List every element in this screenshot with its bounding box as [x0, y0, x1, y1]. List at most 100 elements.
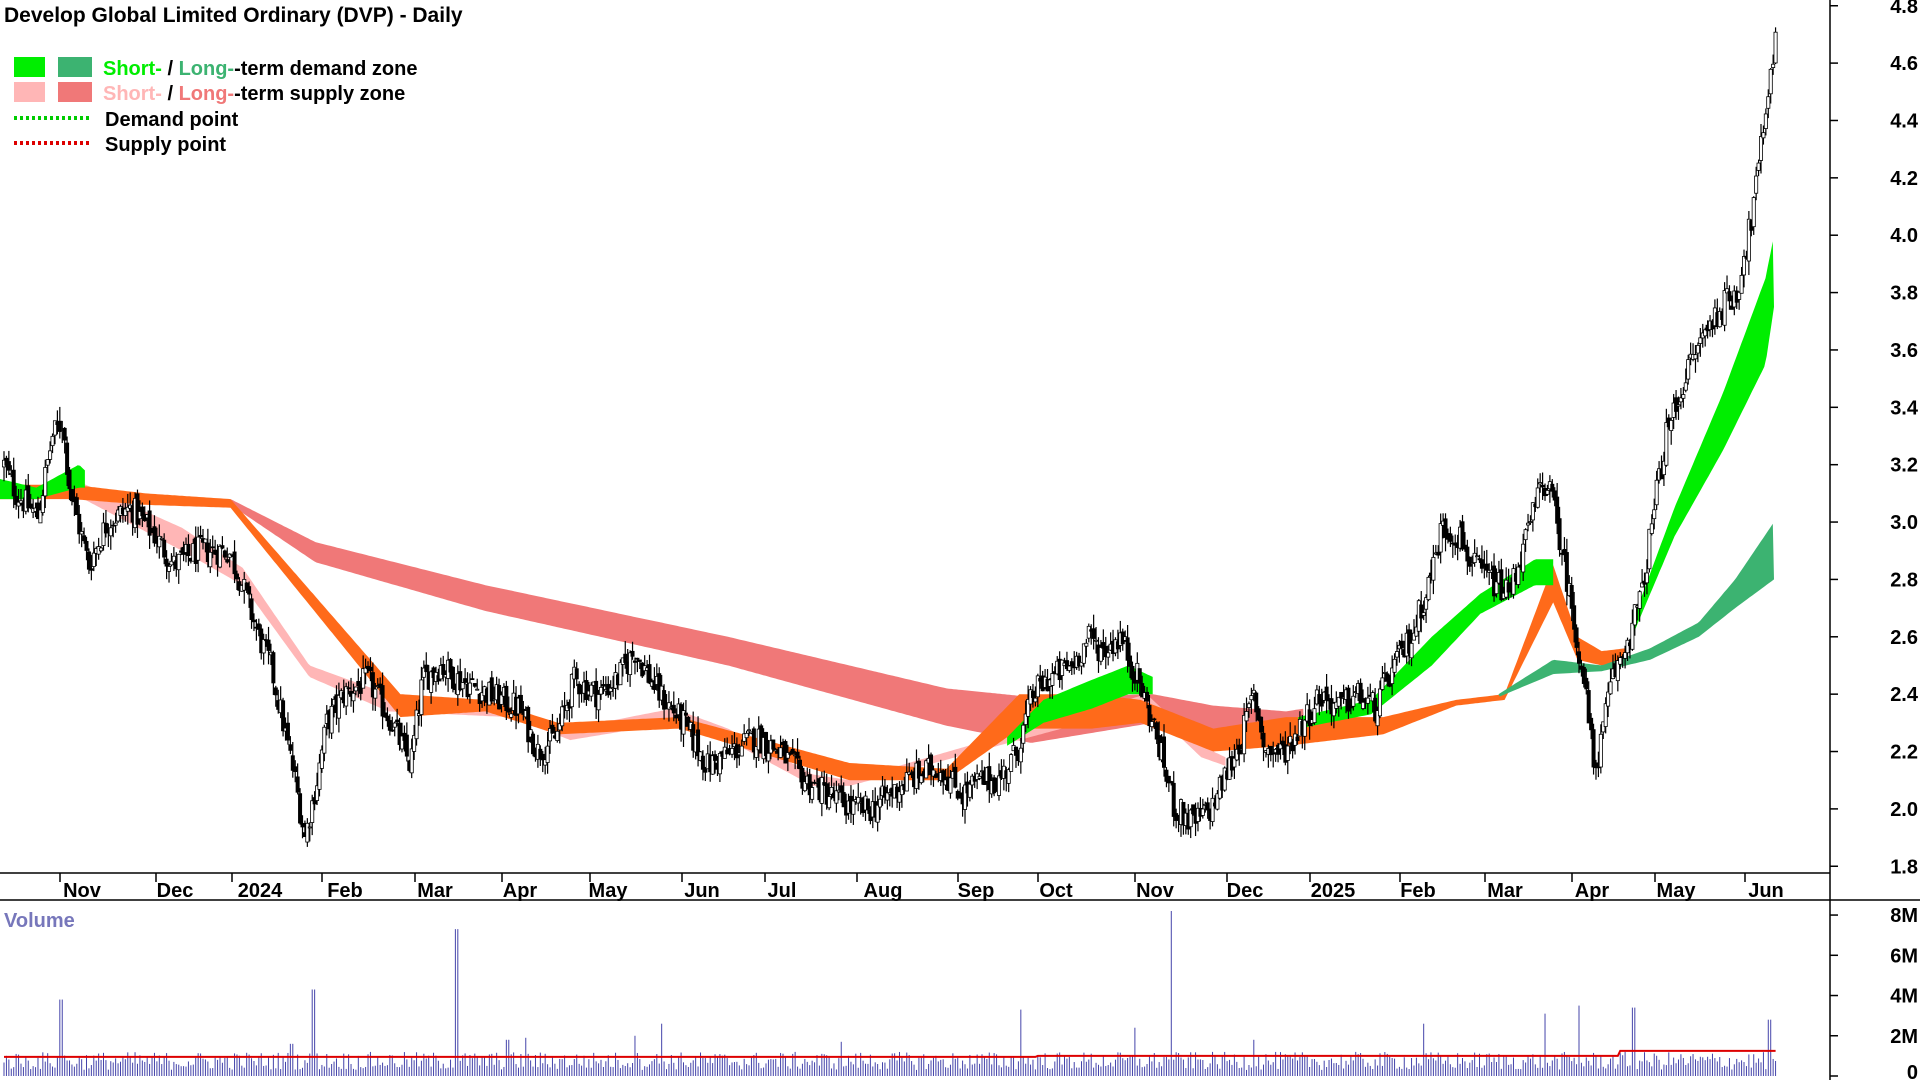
- candle-body: [574, 668, 579, 680]
- candle-body: [506, 708, 511, 713]
- candle-body: [1426, 576, 1431, 601]
- candle-body: [251, 619, 256, 623]
- candle-body: [557, 723, 562, 731]
- x-tick-label: Apr: [503, 880, 538, 902]
- x-tick-label: Dec: [1227, 880, 1264, 902]
- candle-body: [1023, 713, 1028, 725]
- legend-demand-short: Short-: [103, 58, 162, 80]
- candle-body: [1319, 698, 1324, 707]
- candle-body: [623, 653, 628, 663]
- candle-body: [1030, 690, 1035, 698]
- candle-body: [1234, 748, 1239, 761]
- candle-body: [1361, 701, 1366, 709]
- candle-body: [628, 652, 633, 676]
- candle-body: [1574, 627, 1579, 648]
- volume-label: Volume: [4, 910, 75, 932]
- candle-body: [897, 791, 902, 803]
- candle-body: [101, 522, 106, 546]
- candle-body: [1018, 747, 1023, 763]
- candle-body: [489, 677, 494, 702]
- candle-body: [346, 687, 351, 690]
- candle-body: [594, 680, 599, 708]
- candle-body: [1377, 688, 1382, 717]
- candle-body: [387, 720, 392, 731]
- candle-body: [1232, 757, 1237, 768]
- legend-supply-zone-label: Short- / Long--term supply zone: [103, 83, 405, 105]
- candle-body: [518, 694, 523, 714]
- candle-body: [91, 552, 96, 567]
- candle-body: [385, 715, 390, 722]
- candle-body: [1152, 718, 1157, 721]
- candle-body: [463, 678, 468, 683]
- candle-body: [84, 540, 89, 551]
- legend-swatch-short-supply: [14, 82, 45, 102]
- candle-body: [1751, 197, 1756, 228]
- candle-body: [764, 731, 769, 757]
- candle-body: [700, 755, 705, 770]
- candle-body: [1581, 666, 1586, 684]
- candle-body: [1149, 721, 1154, 728]
- candle-body: [916, 760, 921, 779]
- candle-body: [353, 686, 358, 692]
- candle-body: [550, 724, 555, 734]
- candle-body: [1147, 705, 1152, 727]
- candle-body: [1205, 802, 1210, 811]
- legend-supply-short: Short-: [103, 83, 162, 105]
- candle-body: [441, 664, 446, 675]
- candle-body: [560, 706, 565, 727]
- x-tick-label: Apr: [1575, 880, 1610, 902]
- candle-body: [1130, 665, 1135, 680]
- candle-body: [404, 734, 409, 757]
- candle-body: [1598, 733, 1603, 768]
- candle-body: [1727, 291, 1732, 302]
- candle-body: [351, 692, 356, 702]
- candle-body: [196, 536, 201, 561]
- candle-body: [307, 826, 312, 829]
- y-tick-label: 3.4: [1890, 397, 1919, 419]
- candle-body: [1576, 651, 1581, 664]
- y-tick-label: 3.6: [1890, 340, 1918, 362]
- candle-body: [1365, 697, 1370, 704]
- candle-body: [1035, 675, 1040, 698]
- legend-supply-rest: -term supply zone: [234, 83, 405, 105]
- candle-body: [681, 710, 686, 735]
- candle-body: [271, 652, 276, 684]
- date-x-axis: Nov Dec 2024 Feb Mar Apr May Jun Jul Aug Sep Oct Nov…: [0, 872, 1920, 902]
- candle-body: [1295, 736, 1300, 742]
- candle-body: [383, 712, 388, 718]
- candle-body: [458, 671, 463, 691]
- candle-body: [344, 686, 349, 707]
- candle-body: [414, 709, 419, 740]
- candle-body: [739, 745, 744, 757]
- candle-body: [1285, 745, 1290, 761]
- candle-body: [878, 798, 883, 808]
- candle-body: [1681, 394, 1686, 399]
- candle-body: [1380, 677, 1385, 690]
- candle-body: [1106, 652, 1111, 658]
- candle-body: [234, 573, 239, 580]
- candle-body: [48, 450, 53, 460]
- candle-body: [1729, 305, 1734, 310]
- price-y-axis: 1.8 2.0 2.2 2.4 2.6 2.8 3.0 3.2 3.4 3.6 3.8 4.0 4.2 4…: [1829, 0, 1919, 900]
- candle-body: [1768, 68, 1773, 95]
- candle-body: [322, 726, 327, 754]
- candle-body: [1164, 769, 1169, 782]
- candle-body: [1411, 632, 1416, 641]
- candle-body: [1460, 521, 1465, 550]
- candle-body: [1647, 528, 1652, 570]
- candle-body: [1399, 640, 1404, 649]
- candle-body: [827, 796, 832, 809]
- candle-body: [652, 680, 657, 690]
- candle-body: [931, 769, 936, 777]
- candle-body: [167, 566, 172, 572]
- candle-body: [1050, 673, 1055, 686]
- candle-body: [1210, 797, 1215, 822]
- candle-body: [807, 774, 812, 796]
- candle-body: [1462, 544, 1467, 548]
- candle-body: [1467, 556, 1472, 567]
- y-tick-label: 2.6: [1890, 627, 1918, 649]
- candle-body: [630, 650, 635, 657]
- y-tick-label: 2.8: [1890, 569, 1918, 591]
- candle-body: [747, 729, 752, 732]
- candle-body: [1419, 604, 1424, 619]
